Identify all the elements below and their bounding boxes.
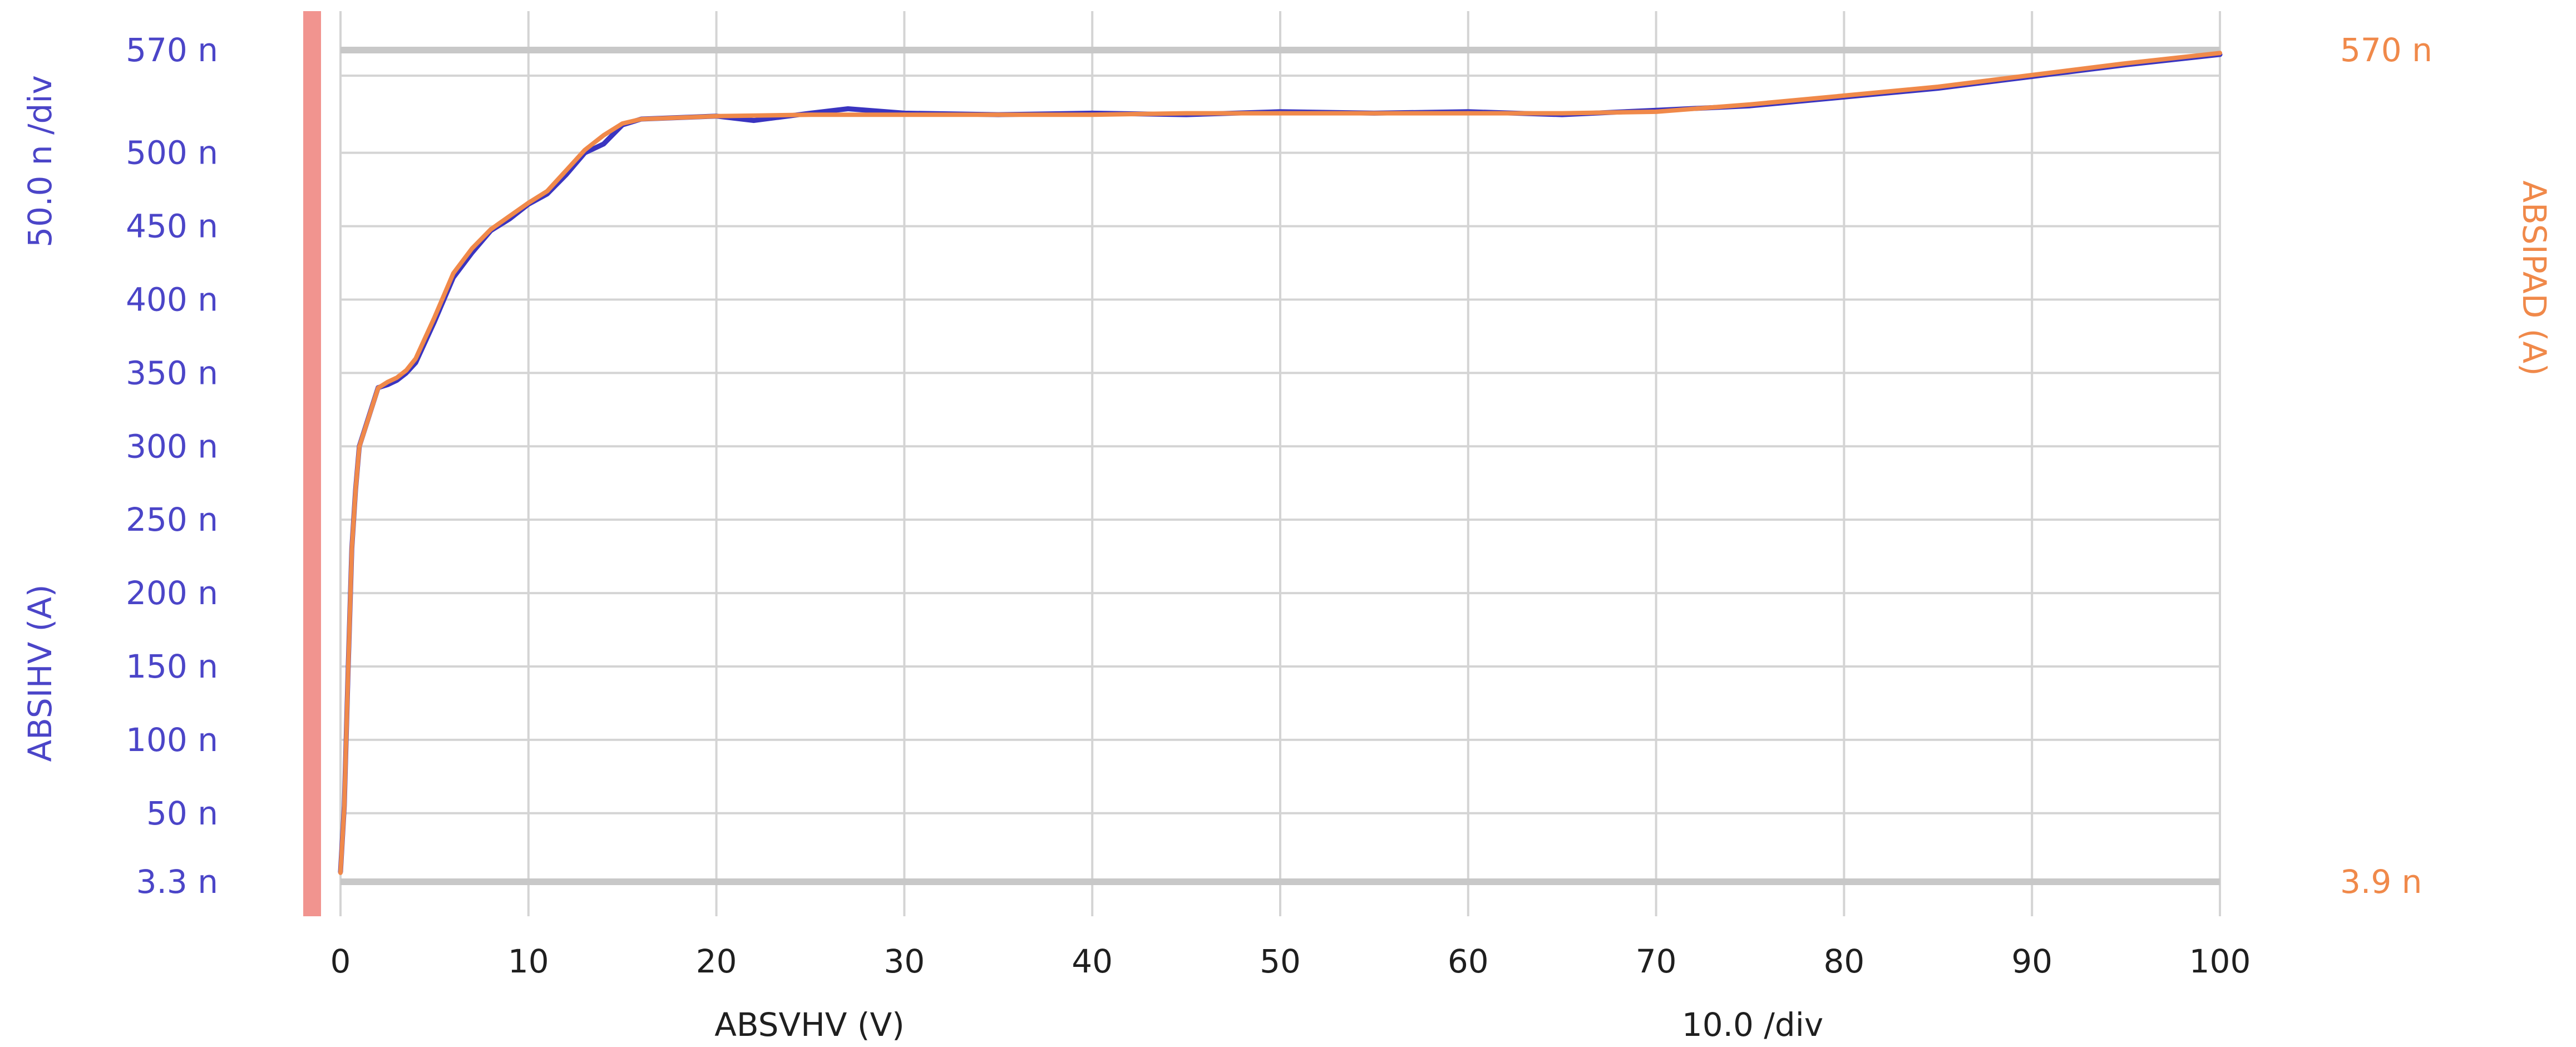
left-tick-label: 50 n [146,794,218,832]
right-tick-label: 3.9 n [2340,863,2422,901]
x-tick-label: 70 [1636,942,1677,980]
x-tick-label: 90 [2011,942,2052,980]
left-tick-label: 400 n [126,280,218,318]
x-tick-label: 60 [1448,942,1489,980]
left-tick-label: 570 n [126,31,218,69]
right-axis-label: ABSIPAD (A) [2515,180,2553,376]
left-tick-label: 450 n [126,208,218,245]
x-tick-label: 0 [330,942,351,980]
left-axis-label: ABSIHV (A) [21,584,59,762]
x-tick-label: 30 [884,942,925,980]
right-tick-labels: 3.9 n 570 n [2340,31,2432,901]
x-axis-label: ABSVHV (V) [714,1006,905,1044]
x-div-label: 10.0 /div [1682,1006,1823,1044]
x-tick-label: 40 [1072,942,1113,980]
x-tick-label: 80 [1823,942,1864,980]
x-tick-label: 50 [1260,942,1301,980]
right-tick-label: 570 n [2340,31,2432,69]
left-tick-label: 100 n [126,721,218,759]
x-tick-label: 10 [508,942,549,980]
marker-bar[interactable] [303,11,321,916]
left-tick-labels: 3.3 n 50 n 100 n 150 n 200 n 250 n 300 n 350 n 4… [126,31,218,901]
series-line-absipad [338,51,2222,875]
left-tick-label: 500 n [126,134,218,172]
grid [339,11,2221,916]
left-tick-label: 200 n [126,574,218,612]
left-tick-label: 250 n [126,501,218,539]
series [338,51,2223,875]
x-tick-labels: 0 10 20 30 40 50 60 70 80 90 100 [330,942,2251,980]
left-tick-label: 150 n [126,648,218,685]
left-tick-label: 3.3 n [136,863,218,901]
left-div-label: 50.0 n /div [21,75,59,248]
x-tick-label: 20 [696,942,737,980]
x-tick-label: 100 [2189,942,2251,980]
left-tick-label: 350 n [126,354,218,392]
left-tick-label: 300 n [126,427,218,465]
